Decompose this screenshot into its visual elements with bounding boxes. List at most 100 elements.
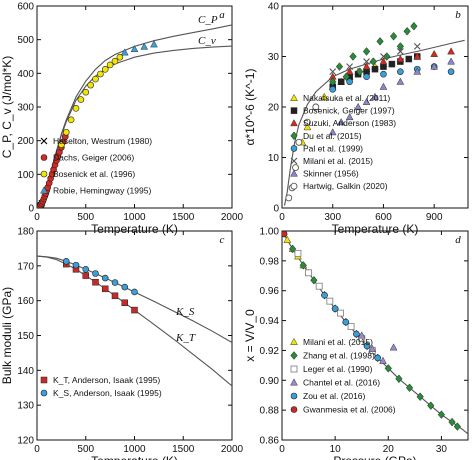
data-point: [283, 235, 292, 243]
data-point: [131, 288, 138, 296]
data-point: [413, 52, 422, 60]
legend-marker: [290, 351, 298, 360]
y-tick-label: 300: [17, 103, 34, 114]
x-tick-label: 500: [77, 444, 94, 455]
data-point: [362, 97, 371, 105]
x-tick-label: 30: [436, 444, 448, 455]
x-tick-label: 20: [383, 444, 395, 455]
chart-panel-b: 0 300 600 900 0 10 20 30 40 Temperature (K) α*10^-…: [243, 2, 469, 236]
series-k-s--anderson--isaak--1995-: [62, 258, 138, 296]
data-point: [294, 249, 302, 257]
data-point: [303, 118, 311, 126]
data-point: [363, 58, 370, 65]
panel-label: b: [455, 9, 461, 21]
data-point: [326, 297, 334, 305]
data-point: [357, 331, 366, 339]
x-tick-label: 1000: [123, 212, 146, 223]
y-tick-label: 400: [17, 69, 34, 80]
legend-marker: [290, 169, 298, 177]
legend-label: Bosenick et al. (1996): [53, 169, 135, 179]
data-point: [453, 422, 461, 431]
legend-marker: [290, 365, 298, 373]
data-point: [337, 118, 346, 126]
data-point: [92, 278, 99, 286]
data-point: [116, 53, 124, 61]
data-point: [416, 392, 424, 401]
curve-ks: [37, 255, 232, 343]
series-pal-et-al---1999-: [329, 63, 455, 93]
data-point: [305, 269, 313, 277]
legend-marker: [290, 182, 298, 190]
legend-marker: [40, 389, 48, 397]
y-tick-label: 0.94: [260, 316, 280, 327]
data-point: [389, 32, 398, 41]
data-point: [321, 291, 328, 299]
x-tick-label: 500: [77, 212, 94, 223]
legend-marker: [40, 170, 48, 178]
data-point: [92, 75, 99, 83]
y-tick-label: 150: [17, 331, 34, 342]
data-point: [292, 164, 299, 172]
data-point: [371, 92, 379, 100]
data-point: [356, 67, 364, 76]
y-tick-label: 180: [17, 227, 34, 238]
data-point: [62, 128, 70, 136]
data-point: [289, 244, 297, 254]
data-point: [396, 54, 405, 62]
data-point: [72, 105, 80, 112]
data-point: [111, 57, 119, 65]
data-point: [427, 401, 435, 410]
data-point: [405, 55, 413, 63]
data-point: [328, 128, 337, 136]
data-point: [371, 65, 379, 73]
y-tick-label: 0.92: [260, 346, 280, 357]
y-tick-label: 40: [268, 2, 280, 13]
curve-cp: [37, 24, 232, 208]
data-point: [354, 102, 362, 110]
data-point: [121, 299, 128, 307]
legend-label: Haselton, Westrum (1980): [53, 136, 152, 146]
data-point: [396, 77, 405, 85]
data-point: [430, 62, 439, 70]
x-tick-label: 2000: [221, 444, 244, 455]
x-tick-label: 1500: [172, 444, 195, 455]
data-point: [430, 49, 439, 57]
x-tick-label: 2000: [221, 212, 244, 223]
legend-label: Dachs, Geiger (2006): [53, 153, 134, 163]
data-point: [389, 343, 398, 351]
data-point: [362, 62, 371, 70]
data-point: [329, 86, 337, 93]
data-point: [396, 48, 404, 55]
y-tick-label: 0: [273, 204, 279, 215]
y-tick-label: 0.86: [260, 436, 280, 447]
legend-marker: [290, 406, 298, 413]
y-tick-label: 170: [17, 261, 34, 272]
y-tick-label: 120: [17, 436, 34, 447]
data-point: [82, 266, 90, 273]
legend-label: K_T, Anderson, Isaak (1995): [53, 375, 160, 385]
legend-label: K_S, Anderson, Isaak (1995): [53, 388, 162, 398]
y-tick-label: 600: [17, 2, 34, 13]
legend-label: Skinner (1956): [303, 169, 359, 179]
data-point: [397, 68, 404, 75]
y-axis-label: C_P, C_v (J/mol*K): [0, 56, 14, 158]
data-point: [121, 283, 129, 291]
data-point: [384, 364, 392, 373]
x-tick-label: 0: [34, 444, 40, 455]
chart-panel-c: 0 500 1000 1500 2000 120 130 140 150 160 170 180 Tem…: [0, 227, 244, 460]
data-point: [447, 57, 455, 65]
plot-frame: [281, 230, 469, 441]
curve-label-ks: K_S: [175, 306, 195, 318]
x-axis-label: Temperature (K): [91, 222, 178, 236]
data-point: [345, 67, 354, 75]
x-tick-label: 1000: [123, 444, 146, 455]
data-point: [448, 417, 456, 427]
series-dachs--geiger--2006-: [37, 133, 69, 208]
legend-label: Zhang et al. (1998): [303, 351, 375, 361]
x-tick-label: 0: [279, 212, 285, 223]
data-point: [111, 292, 119, 300]
legend-label: Hartwig, Galkin (2020): [303, 181, 388, 191]
legend-label: Pal et al. (1999): [303, 143, 363, 153]
panel-label: a: [219, 9, 225, 21]
